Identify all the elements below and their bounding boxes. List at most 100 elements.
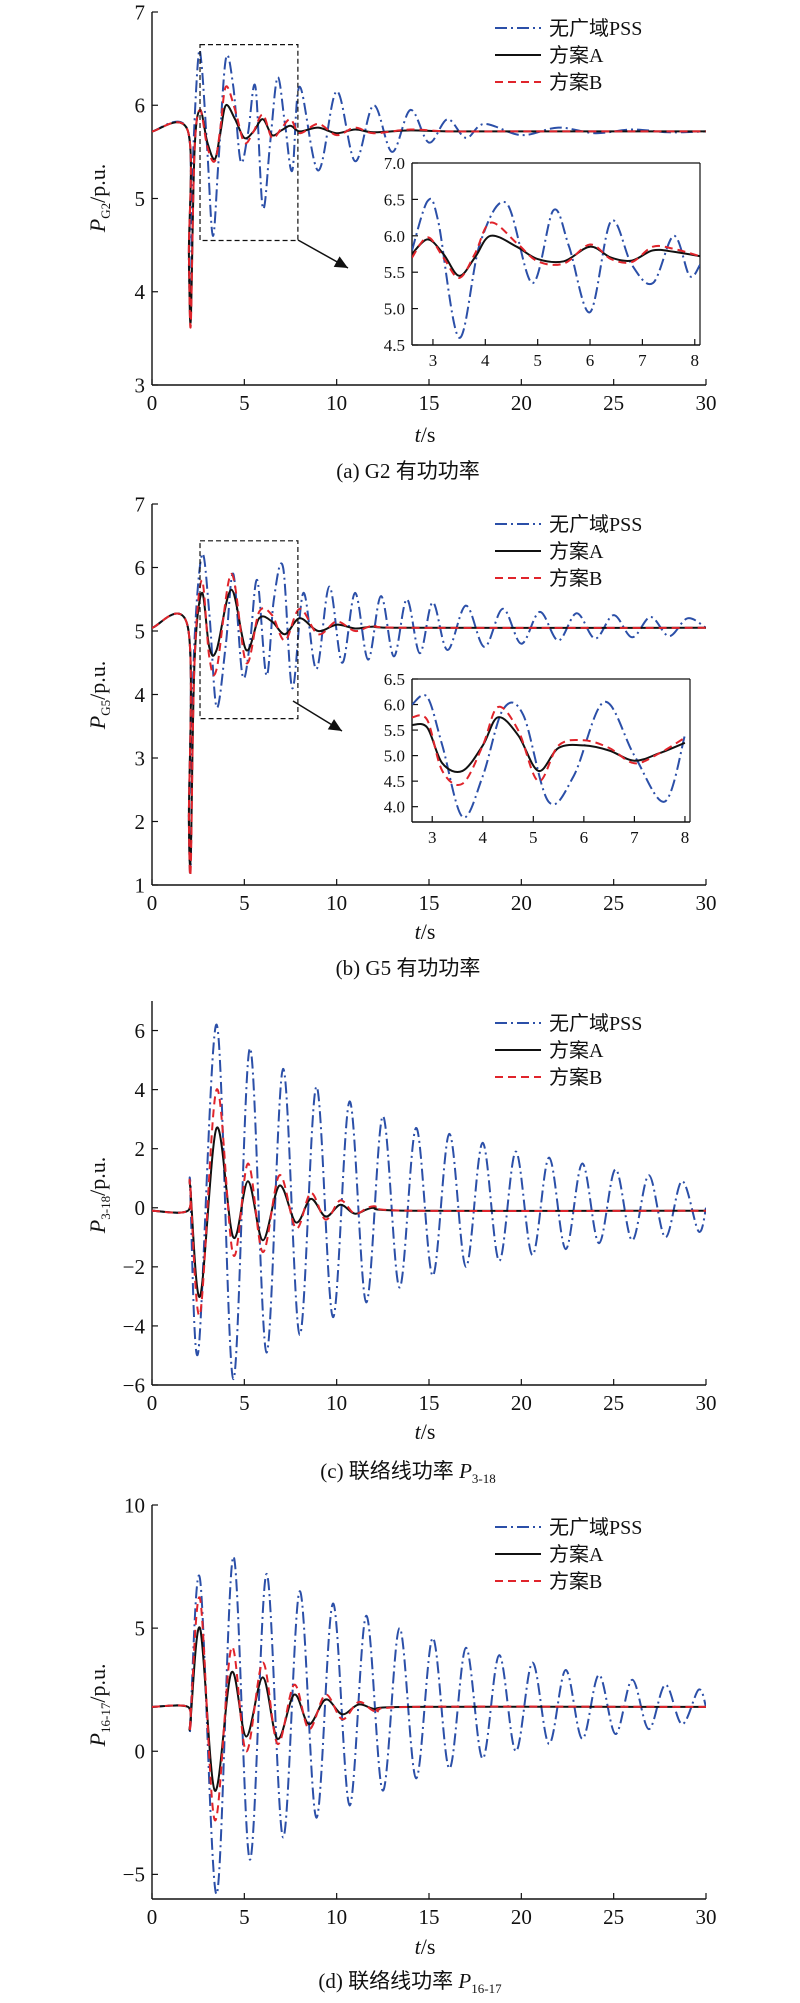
main-y-tick-label: 6	[135, 1019, 146, 1043]
main-y-tick-label: 7	[135, 0, 146, 24]
inset-series-line-scheme-b	[412, 705, 686, 787]
inset-x-tick-label: 7	[638, 351, 647, 370]
inset-x-tick-label: 3	[429, 351, 438, 370]
main-series-line-scheme-b	[152, 572, 706, 877]
legend-label-0: 无广域PSS	[549, 513, 642, 536]
main-x-tick-label: 0	[147, 1905, 158, 1929]
chart-panel-g5: 0 5 10 15 20 25 30 1 2 3 4 5 6 7 3 4 5 6 7 8 4.0 4.5 5.0 5.5 6.0…	[0, 492, 800, 995]
inset-y-tick-label: 7.0	[384, 154, 405, 173]
chart-panel-g2: 0 5 10 15 20 25 30 3 4 5 6 7 3 4 5 6 7 8 4.5 5.0 5.5 6.0 6.5 7.…	[0, 0, 800, 495]
main-x-tick-label: 0	[147, 891, 158, 915]
main-x-tick-label: 10	[326, 1905, 347, 1929]
figure-caption: (b) G5 有功功率	[336, 956, 481, 980]
main-x-tick-label: 25	[603, 391, 624, 415]
legend-label-1: 方案A	[549, 1039, 604, 1062]
inset-y-tick-label: 5.5	[384, 263, 405, 282]
main-y-tick-label: 7	[135, 495, 146, 516]
legend-label-1: 方案A	[549, 44, 604, 67]
inset-background	[412, 163, 700, 345]
main-x-tick-label: 30	[696, 891, 717, 915]
main-x-tick-label: 30	[696, 391, 717, 415]
main-x-tick-label: 10	[326, 1391, 347, 1415]
main-y-tick-label: 6	[135, 94, 146, 118]
inset-y-tick-label: 6.0	[384, 695, 405, 714]
main-series-line-no-wams-pss	[152, 1023, 706, 1381]
x-axis-label: t/s	[415, 1934, 436, 1959]
inset-x-tick-label: 4	[481, 351, 490, 370]
main-y-tick-label: 4	[135, 1078, 146, 1102]
chart-svg-g5: 0 5 10 15 20 25 30 1 2 3 4 5 6 7 3 4 5 6 7 8 4.0 4.5 5.0 5.5 6.0…	[85, 492, 717, 980]
main-y-tick-label: 4	[135, 280, 146, 304]
main-y-tick-label: 1	[135, 873, 146, 897]
inset-series-line-no-wams-pss	[412, 694, 686, 819]
main-x-tick-label: 25	[603, 1391, 624, 1415]
main-y-tick-label: 4	[135, 683, 146, 707]
inset-series-line-scheme-b	[412, 221, 700, 279]
main-x-tick-label: 5	[239, 891, 250, 915]
chart-panel-tie-16-17: 0 5 10 15 20 25 30 −5 0 5 10 无广域PSS 方案A 方案B P16-17/p.u…	[0, 1493, 800, 1998]
main-x-tick-label: 30	[696, 1391, 717, 1415]
main-x-tick-label: 20	[511, 1391, 532, 1415]
inset-y-tick-label: 4.5	[384, 772, 405, 791]
inset-x-tick-label: 4	[479, 828, 488, 847]
main-y-tick-label: 3	[135, 373, 146, 397]
inset-y-tick-label: 6.5	[384, 190, 405, 209]
main-x-tick-label: 25	[603, 891, 624, 915]
chart-svg-tie-3-18: 0 5 10 15 20 25 30 −6 −4 −2 0 2 4 6 无广域PSS 方案A 方案B P3-18/…	[85, 1001, 717, 1486]
x-axis-label: t/s	[415, 422, 436, 447]
x-axis-label: t/s	[415, 1419, 436, 1444]
figure-caption: (a) G2 有功功率	[336, 459, 479, 483]
main-y-tick-label: 3	[135, 746, 146, 770]
zoom-arrow-head	[327, 719, 342, 731]
chart-svg-tie-16-17: 0 5 10 15 20 25 30−50510无广域PSS方案A方案BP16-17/p.u…	[85, 1493, 717, 1996]
zoom-arrow-head	[333, 256, 348, 268]
main-x-tick-label: 15	[419, 1391, 440, 1415]
main-series-line-no-wams-pss	[152, 1555, 706, 1896]
inset-x-tick-label: 8	[681, 828, 690, 847]
main-x-tick-label: 0	[147, 1391, 158, 1415]
main-x-tick-label: 15	[419, 391, 440, 415]
main-y-tick-label: 10	[124, 1495, 145, 1517]
inset-y-tick-label: 4.0	[384, 798, 405, 817]
inset-x-tick-label: 8	[691, 351, 700, 370]
main-y-tick-label: 0	[135, 1196, 146, 1220]
inset-x-tick-label: 5	[529, 828, 538, 847]
inset-y-tick-label: 6.0	[384, 227, 405, 246]
main-x-tick-label: 30	[696, 1905, 717, 1929]
figure-caption: (d) 联络线功率 P16-17	[318, 1969, 502, 1996]
main-x-tick-label: 5	[239, 1391, 250, 1415]
main-y-tick-label: 2	[135, 1137, 146, 1161]
main-y-tick-label: −2	[123, 1255, 145, 1279]
main-x-tick-label: 5	[239, 391, 250, 415]
figure-caption: (c) 联络线功率 P3-18	[320, 1459, 495, 1486]
main-series-line-scheme-b	[152, 85, 706, 329]
chart-svg-g2: 0 5 10 15 20 25 30 3 4 5 6 7 3 4 5 6 7 8 4.5 5.0 5.5 6.0 6.5 7.…	[85, 0, 717, 483]
main-x-tick-label: 20	[511, 891, 532, 915]
inset-series-line-scheme-a	[412, 234, 700, 277]
zoom-region-box	[199, 540, 299, 720]
legend-label-1: 方案A	[549, 1543, 604, 1566]
inset-y-tick-label: 6.5	[384, 670, 405, 689]
inset-x-tick-label: 5	[533, 351, 542, 370]
inset-y-tick-label: 5.5	[384, 721, 405, 740]
main-series-line-no-wams-pss	[152, 552, 706, 874]
main-y-tick-label: 6	[135, 556, 146, 580]
main-x-tick-label: 20	[511, 1905, 532, 1929]
main-x-tick-label: 15	[419, 891, 440, 915]
inset-y-tick-label: 5.0	[384, 747, 405, 766]
legend-label-2: 方案B	[549, 1066, 602, 1089]
x-axis-label: t/s	[415, 919, 436, 944]
inset-x-tick-label: 7	[630, 828, 639, 847]
inset-x-tick-label: 6	[586, 351, 595, 370]
main-x-tick-label: 5	[239, 1905, 250, 1929]
inset-y-tick-label: 5.0	[384, 300, 405, 319]
main-series-line-scheme-b	[152, 1088, 706, 1317]
main-y-tick-label: −4	[123, 1314, 146, 1338]
y-axis-label: PG2/p.u.	[85, 164, 113, 233]
main-y-tick-label: 5	[135, 619, 146, 643]
legend-label-2: 方案B	[549, 1570, 602, 1593]
main-x-tick-label: 25	[603, 1905, 624, 1929]
inset-series-line-scheme-a	[412, 716, 686, 773]
inset-series-line-no-wams-pss	[412, 197, 700, 339]
main-y-tick-label: 0	[135, 1740, 146, 1764]
